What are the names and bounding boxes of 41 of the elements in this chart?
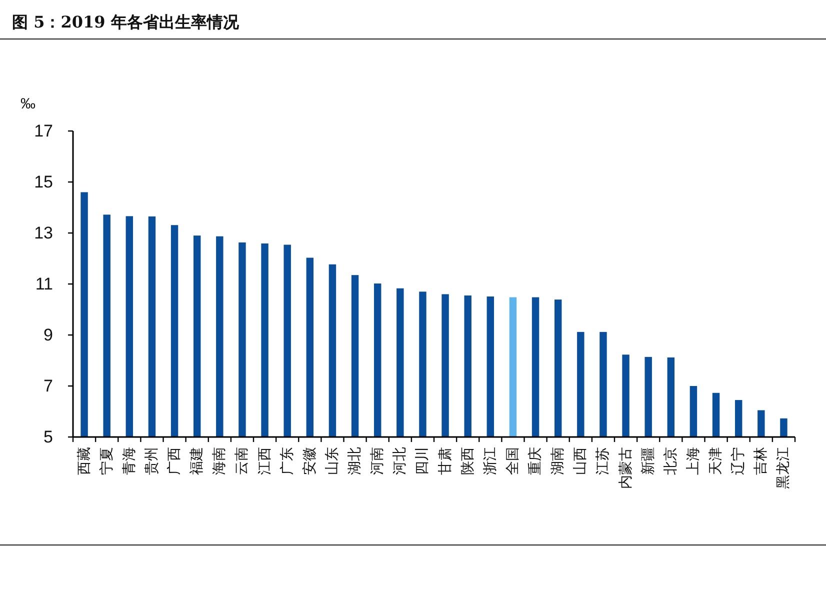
x-tick-label: 青海 [121, 447, 138, 475]
y-tick-label: 11 [35, 274, 53, 294]
x-tick-label: 甘肃 [437, 447, 454, 475]
x-tick-label: 贵州 [144, 447, 160, 475]
x-tick-label: 北京 [662, 447, 679, 475]
x-tick-label: 安徽 [302, 447, 318, 475]
x-tick-label: 江苏 [595, 447, 612, 475]
x-tick-label: 四川 [414, 447, 431, 475]
x-tick-label: 广西 [166, 447, 183, 475]
x-tick-label: 吉林 [753, 447, 770, 475]
title: 图 5：2019 年各省出生率情况 [12, 12, 239, 32]
x-tick-label: 天津 [708, 447, 724, 475]
x-tick-label: 辽宁 [730, 447, 747, 475]
y-tick-label: 9 [44, 326, 53, 344]
x-tick-label: 黑龙江 [776, 447, 792, 489]
y-tick-label: 13 [34, 224, 53, 242]
y-tick-label: 5 [44, 428, 53, 446]
x-tick-label: 西藏 [76, 447, 92, 475]
y-tick-label: 7 [44, 376, 53, 396]
x-tick-label: 山东 [324, 447, 340, 475]
x-tick-label: 云南 [234, 447, 250, 475]
x-tick-label: 重庆 [528, 447, 544, 475]
x-tick-label: 浙江 [482, 447, 498, 475]
x-tick-label: 上海 [685, 447, 702, 475]
y-tick-label: 15 [34, 172, 53, 192]
x-tick-label: 湖南 [550, 447, 566, 475]
x-tick-label: 广东 [279, 447, 296, 475]
x-tick-label: 陕西 [460, 447, 476, 475]
x-tick-label: 山西 [572, 447, 589, 475]
x-tick-label: 河北 [392, 447, 408, 475]
x-tick-label: 福建 [189, 447, 206, 475]
x-tick-label: 江西 [256, 447, 273, 475]
x-tick-label: 全国 [504, 447, 521, 475]
x-tick-label: 海南 [212, 447, 228, 475]
x-tick-label: 宁夏 [98, 447, 115, 475]
x-tick-label: 河南 [370, 447, 386, 475]
x-tick-label: 湖北 [347, 447, 364, 475]
y-tick-label: 17 [34, 122, 53, 140]
x-tick-label: 内蒙古 [618, 447, 634, 489]
x-tick-label: 新疆 [640, 447, 656, 475]
ylabel: ‰ [20, 96, 36, 112]
